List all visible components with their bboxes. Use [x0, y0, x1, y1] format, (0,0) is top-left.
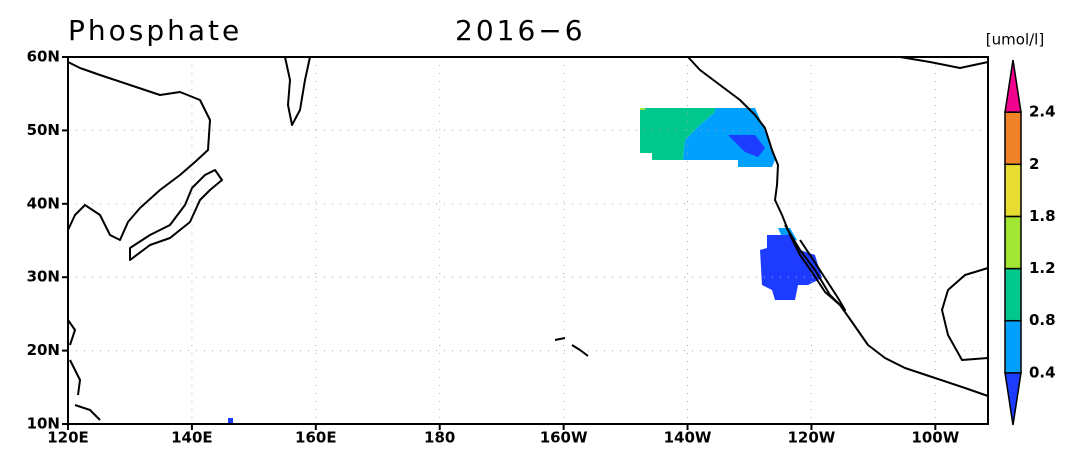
- coastlines: [67, 56, 989, 421]
- coast-hawaii: [554, 337, 589, 357]
- y-tick-label: 30N: [27, 268, 60, 286]
- x-tick-label: 180: [424, 429, 455, 447]
- field-region: [228, 418, 233, 424]
- x-tick-label: 160W: [540, 429, 588, 447]
- data-fields: [228, 108, 822, 424]
- y-tick-label: 20N: [27, 341, 60, 359]
- y-tick-label: 60N: [27, 48, 60, 66]
- y-tick-label: 50N: [27, 121, 60, 139]
- colorbar-label: 1.8: [1029, 207, 1056, 225]
- coast-canada: [899, 56, 989, 69]
- field-region: [640, 108, 715, 160]
- colorbar-segment: [1004, 215, 1022, 270]
- coast-gulf: [941, 267, 989, 361]
- colorbar-label: 2: [1029, 155, 1039, 173]
- x-tick-label: 120W: [788, 429, 836, 447]
- coast-america: [687, 56, 989, 397]
- x-tick-label: 160E: [295, 429, 337, 447]
- field-region: [728, 135, 765, 157]
- colorbar-segment: [1004, 59, 1022, 113]
- coast-asia: [67, 61, 211, 241]
- coast-kamchatka: [284, 56, 311, 126]
- colorbar-segment: [1004, 163, 1022, 218]
- x-tick-label: 140E: [171, 429, 213, 447]
- x-tick-label: 140W: [664, 429, 712, 447]
- colorbar-segment: [1004, 111, 1022, 166]
- subtitle: 2016−6: [455, 14, 586, 47]
- colorbar-segment: [1004, 372, 1022, 426]
- title: Phosphate: [68, 14, 242, 47]
- map-frame: [67, 56, 989, 425]
- colorbar-label: 0.4: [1029, 363, 1056, 381]
- colorbar-label: 1.2: [1029, 259, 1056, 277]
- colorbar-segment: [1004, 319, 1022, 374]
- x-tick-label: 100W: [911, 429, 959, 447]
- colorbar-label: 0.8: [1029, 311, 1056, 329]
- coast-japan: [129, 169, 223, 261]
- y-tick-label: 10N: [27, 415, 60, 433]
- colorbar-label: 2.4: [1029, 103, 1056, 121]
- colorbar-segment: [1004, 267, 1022, 322]
- unit-label: [umol/l]: [986, 31, 1044, 49]
- y-tick-label: 40N: [27, 194, 60, 212]
- x-tick-label: 120E: [47, 429, 89, 447]
- field-region: [760, 235, 822, 300]
- coast-philippines: [67, 319, 101, 421]
- coast-baja: [784, 224, 846, 311]
